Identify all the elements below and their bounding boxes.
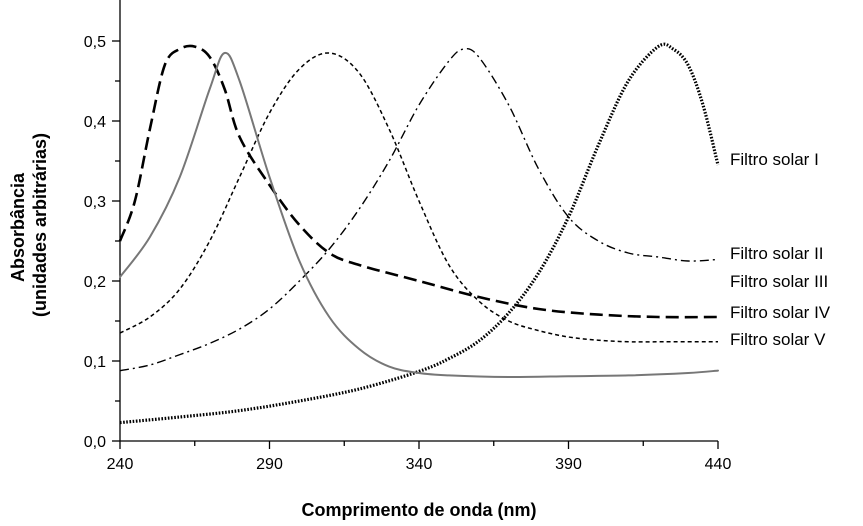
series-line-1 xyxy=(119,42,720,425)
series-line-4 xyxy=(119,52,718,343)
y-tick-label: 0,3 xyxy=(84,194,106,211)
series-labels: Filtro solar I Filtro solar II Filtro sola… xyxy=(730,150,831,349)
x-axis-title: Comprimento de onda (nm) xyxy=(302,500,537,520)
x-tick-label: 240 xyxy=(107,456,134,473)
y-axis-title-line-2: (unidades arbitrárias) xyxy=(30,133,50,317)
series-lines xyxy=(118,42,720,425)
series-line-3 xyxy=(118,44,719,319)
x-tick-label: 290 xyxy=(256,456,283,473)
y-ticks: 0,0 0,1 0,2 0,3 0,4 0,5 xyxy=(84,34,120,451)
y-axis-title-line-1: Absorbância xyxy=(8,172,28,282)
y-tick-label: 0,5 xyxy=(84,34,106,51)
series-label-1: Filtro solar I xyxy=(730,150,819,169)
series-label-2: Filtro solar II xyxy=(730,244,824,263)
series-label-5: Filtro solar V xyxy=(730,330,826,349)
x-tick-label: 440 xyxy=(705,456,732,473)
y-tick-label: 0,1 xyxy=(84,354,106,371)
series-label-4: Filtro solar IV xyxy=(730,303,831,322)
axes: 240 290 340 390 440 0,0 0,1 0,2 0,3 0,4 0,5 xyxy=(84,0,732,473)
y-axis-title: Absorbância (unidades arbitrárias) xyxy=(8,133,50,317)
x-ticks: 240 290 340 390 440 xyxy=(107,441,732,473)
series-label-3: Filtro solar III xyxy=(730,272,828,291)
x-tick-label: 340 xyxy=(406,456,433,473)
y-tick-label: 0,2 xyxy=(84,274,106,291)
series-line-2 xyxy=(119,47,719,372)
y-tick-label: 0,4 xyxy=(84,114,106,131)
x-tick-label: 390 xyxy=(555,456,582,473)
y-tick-label: 0,0 xyxy=(84,434,106,451)
series-line-5 xyxy=(119,51,719,379)
